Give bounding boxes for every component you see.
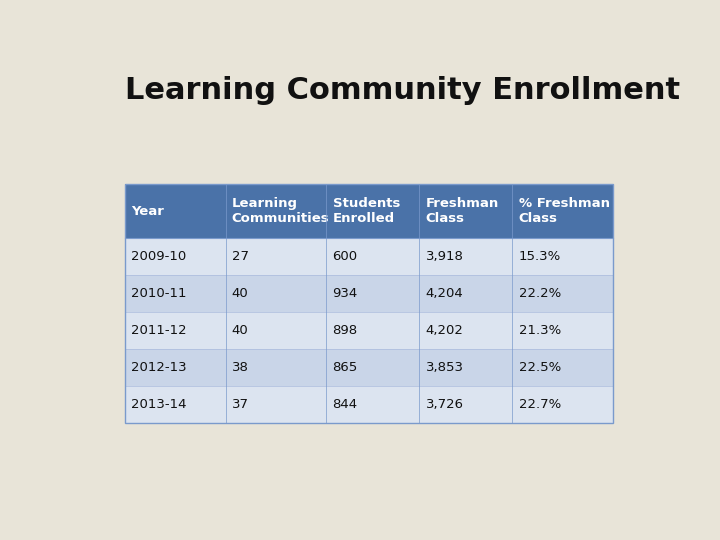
Bar bbox=[125, 312, 225, 349]
Bar bbox=[225, 184, 326, 238]
Text: 40: 40 bbox=[232, 287, 248, 300]
Text: 4,202: 4,202 bbox=[426, 324, 464, 337]
Bar bbox=[513, 184, 613, 238]
Text: 27: 27 bbox=[232, 250, 249, 263]
Text: 2012-13: 2012-13 bbox=[131, 361, 186, 374]
Text: 2011-12: 2011-12 bbox=[131, 324, 186, 337]
Text: 2013-14: 2013-14 bbox=[131, 398, 186, 411]
Text: 38: 38 bbox=[232, 361, 248, 374]
Text: 37: 37 bbox=[232, 398, 249, 411]
Text: 600: 600 bbox=[333, 250, 358, 263]
Bar bbox=[125, 386, 225, 423]
Text: 898: 898 bbox=[333, 324, 358, 337]
Bar bbox=[225, 312, 326, 349]
Bar bbox=[513, 275, 613, 312]
Text: Learning
Communities: Learning Communities bbox=[232, 197, 330, 225]
Bar bbox=[419, 349, 513, 386]
Bar bbox=[326, 238, 419, 275]
Text: Freshman
Class: Freshman Class bbox=[426, 197, 499, 225]
Bar bbox=[419, 386, 513, 423]
Bar bbox=[125, 349, 225, 386]
Text: Year: Year bbox=[131, 205, 164, 218]
Text: 21.3%: 21.3% bbox=[518, 324, 561, 337]
Bar bbox=[225, 238, 326, 275]
Bar bbox=[125, 184, 225, 238]
Bar bbox=[513, 349, 613, 386]
Bar bbox=[513, 312, 613, 349]
Text: 2009-10: 2009-10 bbox=[131, 250, 186, 263]
Bar bbox=[419, 275, 513, 312]
Bar bbox=[326, 386, 419, 423]
Text: 22.7%: 22.7% bbox=[518, 398, 561, 411]
Text: 4,204: 4,204 bbox=[426, 287, 464, 300]
Bar bbox=[225, 275, 326, 312]
Bar bbox=[513, 238, 613, 275]
Text: Learning Community Enrollment: Learning Community Enrollment bbox=[125, 76, 680, 105]
Text: 15.3%: 15.3% bbox=[518, 250, 561, 263]
Bar bbox=[419, 238, 513, 275]
Bar bbox=[125, 238, 225, 275]
Bar bbox=[225, 349, 326, 386]
Bar bbox=[326, 312, 419, 349]
Text: 865: 865 bbox=[333, 361, 358, 374]
Text: 40: 40 bbox=[232, 324, 248, 337]
Text: 2010-11: 2010-11 bbox=[131, 287, 186, 300]
Text: 3,918: 3,918 bbox=[426, 250, 464, 263]
Text: 3,726: 3,726 bbox=[426, 398, 464, 411]
Bar bbox=[419, 184, 513, 238]
Bar bbox=[326, 349, 419, 386]
Bar bbox=[125, 184, 613, 423]
Text: Students
Enrolled: Students Enrolled bbox=[333, 197, 400, 225]
Bar bbox=[326, 275, 419, 312]
Bar bbox=[419, 312, 513, 349]
Text: 22.2%: 22.2% bbox=[518, 287, 561, 300]
Text: 22.5%: 22.5% bbox=[518, 361, 561, 374]
Bar bbox=[225, 386, 326, 423]
Text: 3,853: 3,853 bbox=[426, 361, 464, 374]
Bar bbox=[125, 275, 225, 312]
Text: % Freshman
Class: % Freshman Class bbox=[518, 197, 610, 225]
Bar bbox=[326, 184, 419, 238]
Text: 934: 934 bbox=[333, 287, 358, 300]
Bar bbox=[513, 386, 613, 423]
Text: 844: 844 bbox=[333, 398, 358, 411]
